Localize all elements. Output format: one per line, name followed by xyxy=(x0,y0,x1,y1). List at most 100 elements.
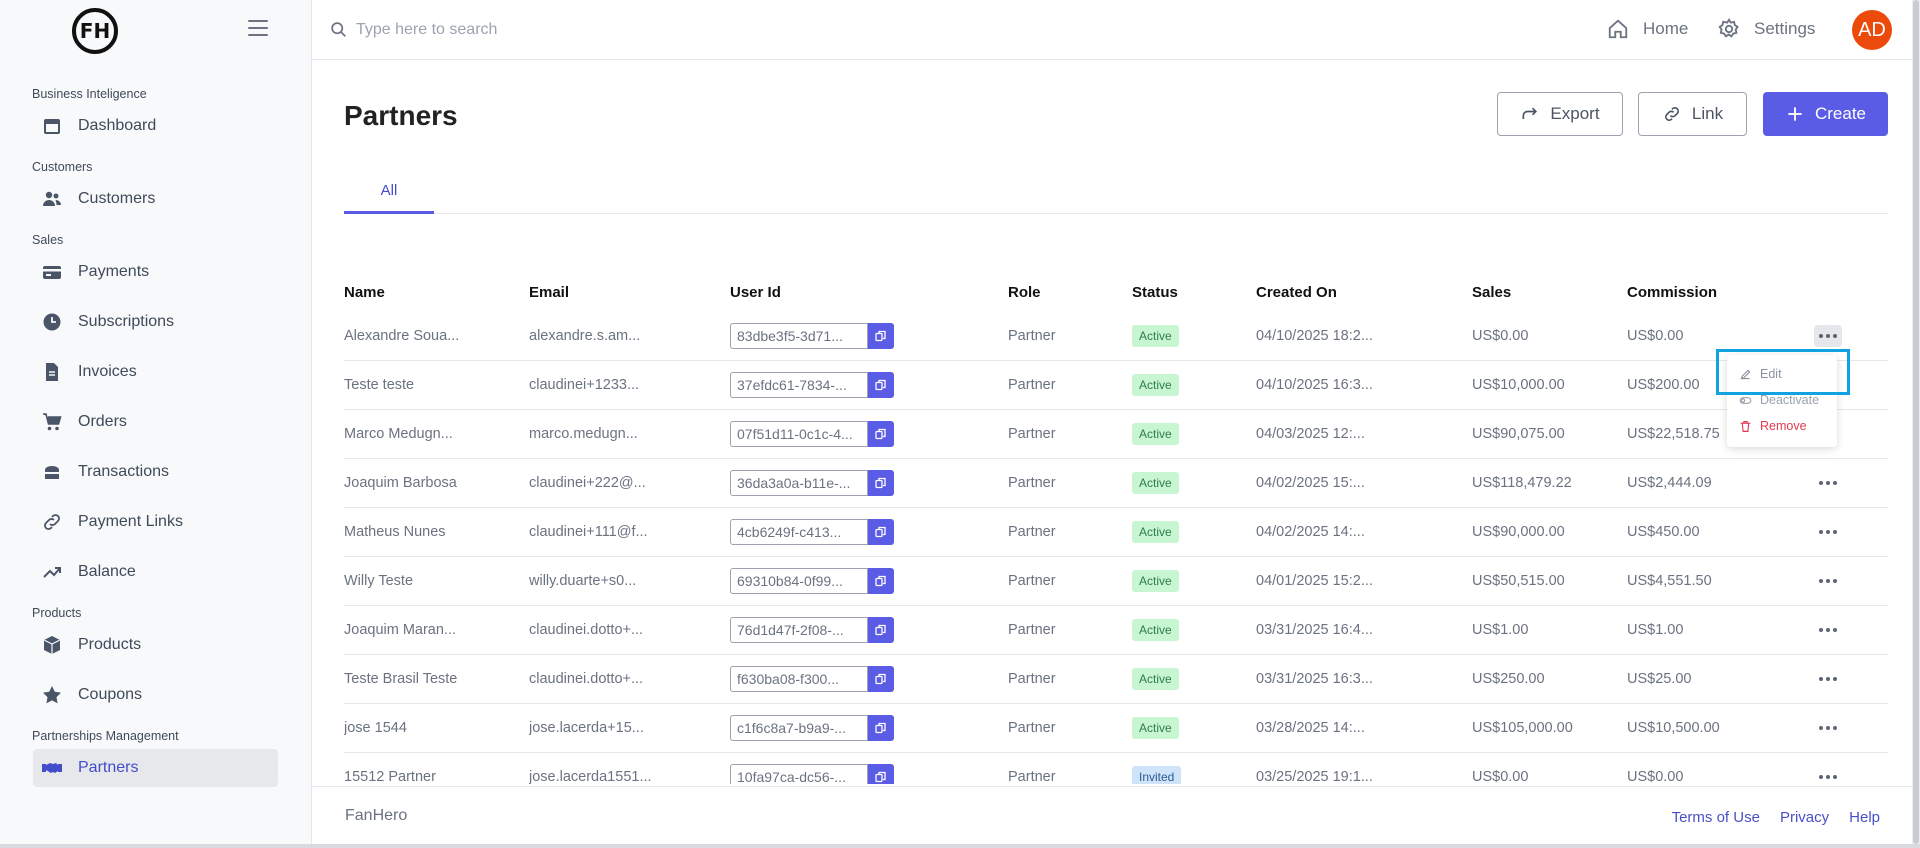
user-id-value[interactable]: 10fa97ca-dc56-... xyxy=(730,764,868,784)
sidebar-item-coupons[interactable]: Coupons xyxy=(33,676,278,714)
help-link[interactable]: Help xyxy=(1849,809,1880,826)
link-icon xyxy=(1664,107,1679,121)
sidebar-item-products[interactable]: Products xyxy=(33,626,278,664)
table-row[interactable]: Alexandre Soua... alexandre.s.am... 83dbe3… xyxy=(344,312,1888,361)
plus-icon xyxy=(1788,107,1802,121)
table-row[interactable]: Matheus Nunes claudinei+111@f... 4cb6249f-… xyxy=(344,508,1888,557)
sidebar-item-payments[interactable]: Payments xyxy=(33,253,278,291)
table-row[interactable]: Willy Teste willy.duarte+s0... 69310b84-0f… xyxy=(344,557,1888,606)
table-row[interactable]: Teste Brasil Teste claudinei.dotto+... f63… xyxy=(344,655,1888,704)
copy-button[interactable] xyxy=(868,666,894,692)
user-id-cell: 36da3a0a-b11e-... xyxy=(730,470,1008,496)
copy-button[interactable] xyxy=(868,617,894,643)
user-id-value[interactable]: 76d1d47f-2f08-... xyxy=(730,617,868,643)
user-id-value[interactable]: 69310b84-0f99... xyxy=(730,568,868,594)
avatar[interactable]: AD xyxy=(1852,10,1892,50)
menu-item-deactivate[interactable]: Deactivate xyxy=(1727,387,1837,413)
sidebar-section-label: Partnerships Management xyxy=(32,729,179,743)
table-row[interactable]: Joaquim Maran... claudinei.dotto+... 76d1d… xyxy=(344,606,1888,655)
partner-role: Partner xyxy=(1008,328,1056,344)
status-badge: Active xyxy=(1132,717,1179,739)
table-row[interactable]: Marco Medugn... marco.medugn... 07f51d11-0… xyxy=(344,410,1888,459)
partner-email: claudinei+111@f... xyxy=(529,524,648,540)
user-id-value[interactable]: 07f51d11-0c1c-4... xyxy=(730,421,868,447)
copy-button[interactable] xyxy=(868,323,894,349)
logo[interactable]: FH xyxy=(72,8,118,54)
logo-text: FH xyxy=(79,19,111,43)
table-row[interactable]: jose 1544 jose.lacerda+15... c1f6c8a7-b9a9… xyxy=(344,704,1888,753)
tab-all[interactable]: All xyxy=(344,176,434,214)
user-id-value[interactable]: 37efdc61-7834-... xyxy=(730,372,868,398)
home-icon xyxy=(1608,19,1628,39)
more-options-icon[interactable] xyxy=(1814,619,1842,641)
status-badge: Active xyxy=(1132,619,1179,641)
table-row[interactable]: Teste teste claudinei+1233... 37efdc61-783… xyxy=(344,361,1888,410)
document-icon xyxy=(42,362,62,382)
pencil-icon xyxy=(1740,369,1751,379)
sidebar-item-label: Invoices xyxy=(78,363,137,380)
table-row[interactable]: 15512 Partner jose.lacerda1551... 10fa97ca… xyxy=(344,753,1888,784)
sidebar-item-orders[interactable]: Orders xyxy=(33,403,278,441)
copy-button[interactable] xyxy=(868,372,894,398)
partner-email: claudinei+1233... xyxy=(529,377,640,393)
sidebar-item-transactions[interactable]: Transactions xyxy=(33,453,278,491)
status-cell: Active xyxy=(1132,325,1256,347)
menu-item-remove[interactable]: Remove xyxy=(1727,413,1837,439)
home-link[interactable]: Home xyxy=(1607,18,1688,40)
table-row[interactable]: Joaquim Barbosa claudinei+222@... 36da3a0a… xyxy=(344,459,1888,508)
sales-amount: US$118,479.22 xyxy=(1472,475,1572,491)
copy-icon xyxy=(875,624,886,636)
link-button[interactable]: Link xyxy=(1638,92,1747,136)
user-id-value[interactable]: f630ba08-f300... xyxy=(730,666,868,692)
more-options-icon[interactable] xyxy=(1814,521,1842,543)
sidebar-section-label: Sales xyxy=(32,233,64,247)
privacy-link[interactable]: Privacy xyxy=(1779,809,1830,826)
terms-link[interactable]: Terms of Use xyxy=(1671,809,1760,826)
copy-button[interactable] xyxy=(868,568,894,594)
more-options-icon[interactable] xyxy=(1814,325,1842,347)
copy-button[interactable] xyxy=(868,764,894,784)
copy-button[interactable] xyxy=(868,715,894,741)
column-header: User Id xyxy=(730,283,781,301)
more-options-icon[interactable] xyxy=(1814,570,1842,592)
export-button[interactable]: Export xyxy=(1497,92,1623,136)
sidebar-section-label: Business Inteligence xyxy=(32,87,147,101)
sidebar-item-invoices[interactable]: Invoices xyxy=(33,353,278,391)
menu-item-edit[interactable]: Edit xyxy=(1727,361,1837,387)
sidebar-item-balance[interactable]: Balance xyxy=(33,553,278,591)
more-options-icon[interactable] xyxy=(1814,766,1842,784)
user-id-value[interactable]: 36da3a0a-b11e-... xyxy=(730,470,868,496)
user-id-cell: 76d1d47f-2f08-... xyxy=(730,617,1008,643)
status-badge: Active xyxy=(1132,325,1179,347)
sidebar-item-payment-links[interactable]: Payment Links xyxy=(33,503,278,541)
clock-icon xyxy=(42,312,62,332)
more-options-icon[interactable] xyxy=(1814,472,1842,494)
user-id-value[interactable]: c1f6c8a7-b9a9-... xyxy=(730,715,868,741)
partner-role: Partner xyxy=(1008,377,1056,393)
sidebar-item-partners[interactable]: Partners xyxy=(33,749,278,787)
more-options-icon[interactable] xyxy=(1814,668,1842,690)
footer: FanHero Terms of Use Privacy Help xyxy=(312,786,1920,844)
user-id-field: f630ba08-f300... xyxy=(730,666,1008,692)
sidebar-item-dashboard[interactable]: Dashboard xyxy=(33,107,278,145)
page-scrollbar[interactable] xyxy=(1912,0,1920,848)
more-options-icon[interactable] xyxy=(1814,717,1842,739)
sidebar-item-customers[interactable]: Customers xyxy=(33,180,278,218)
created-on: 03/25/2025 19:1... xyxy=(1256,769,1373,784)
sidebar-item-label: Dashboard xyxy=(78,117,157,134)
copy-button[interactable] xyxy=(868,519,894,545)
scrollbar-thumb[interactable] xyxy=(1913,0,1919,844)
menu-toggle-icon[interactable] xyxy=(248,20,268,36)
create-button[interactable]: Create xyxy=(1763,92,1888,136)
search-input[interactable] xyxy=(356,16,856,44)
commission-amount: US$0.00 xyxy=(1627,769,1684,784)
settings-link[interactable]: Settings xyxy=(1718,18,1815,40)
copy-button[interactable] xyxy=(868,470,894,496)
sidebar-item-subscriptions[interactable]: Subscriptions xyxy=(33,303,278,341)
user-id-value[interactable]: 4cb6249f-c413... xyxy=(730,519,868,545)
export-label: Export xyxy=(1550,104,1600,123)
user-id-field: 36da3a0a-b11e-... xyxy=(730,470,1008,496)
commission-amount: US$450.00 xyxy=(1627,524,1700,540)
copy-button[interactable] xyxy=(868,421,894,447)
user-id-value[interactable]: 83dbe3f5-3d71... xyxy=(730,323,868,349)
